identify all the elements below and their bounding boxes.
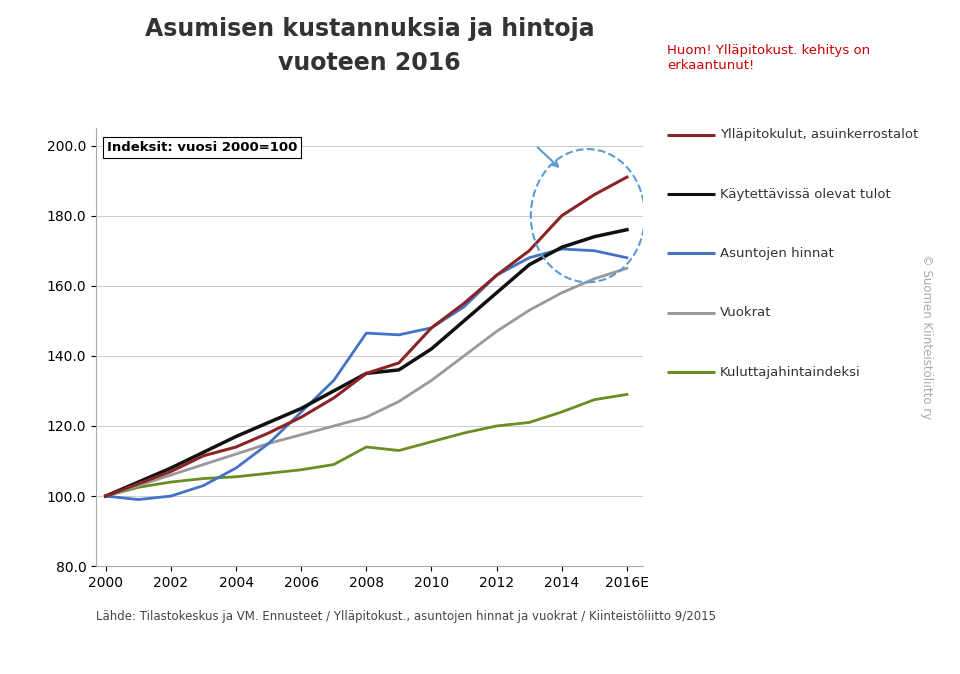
Text: Ylläpitokulut, asuinkerrostalot: Ylläpitokulut, asuinkerrostalot [720, 128, 919, 142]
Text: Asumisen kustannuksia ja hintoja: Asumisen kustannuksia ja hintoja [145, 17, 594, 41]
Text: © Suomen Kiinteistöliitto ry: © Suomen Kiinteistöliitto ry [920, 254, 933, 420]
Text: Asuntojen hinnat: Asuntojen hinnat [720, 247, 833, 260]
Text: Vuokrat: Vuokrat [720, 306, 772, 319]
Text: Indeksit: vuosi 2000=100: Indeksit: vuosi 2000=100 [107, 141, 298, 154]
Text: Lähde: Tilastokeskus ja VM. Ennusteet / Ylläpitokust., asuntojen hinnat ja vuokr: Lähde: Tilastokeskus ja VM. Ennusteet / … [96, 610, 716, 623]
Text: Huom! Ylläpitokust. kehitys on
erkaantunut!: Huom! Ylläpitokust. kehitys on erkaantun… [667, 44, 871, 72]
Text: vuoteen 2016: vuoteen 2016 [278, 51, 461, 75]
Text: Kuluttajahintaindeksi: Kuluttajahintaindeksi [720, 365, 861, 379]
Text: Käytettävissä olevat tulot: Käytettävissä olevat tulot [720, 187, 891, 201]
